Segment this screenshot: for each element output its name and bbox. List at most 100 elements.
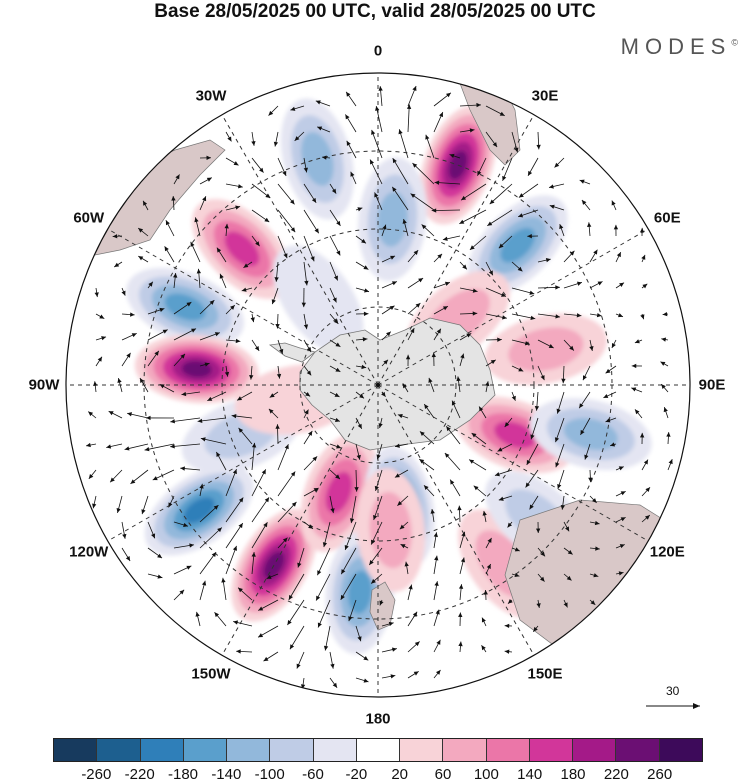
wind-vector-head <box>487 537 492 543</box>
wind-vector-head <box>296 663 301 669</box>
wind-vector-head <box>661 384 666 389</box>
wind-vector-head <box>489 199 495 205</box>
wind-vector-head <box>533 626 538 632</box>
wind-vector-head <box>660 361 666 366</box>
wind-vector-head <box>482 510 487 516</box>
wind-vector-head <box>611 200 616 206</box>
colorbar-segment <box>54 739 98 761</box>
wind-vector <box>289 625 305 650</box>
polar-map <box>65 72 691 698</box>
wind-vector-head <box>289 644 295 650</box>
wind-vector-head <box>641 254 646 260</box>
wind-vector-head <box>517 266 523 272</box>
wind-vector-head <box>479 406 484 412</box>
wind-vector-head <box>238 523 243 529</box>
wind-vector-head <box>284 444 289 450</box>
wind-vector-head <box>258 633 264 638</box>
wind-vector-head <box>581 200 587 205</box>
wind-vector-head <box>151 533 156 539</box>
wind-vector-head <box>238 587 243 593</box>
wind-vector-head <box>514 572 520 578</box>
wind-vector-head <box>382 224 387 230</box>
wind-vector-head <box>237 184 243 189</box>
wind-vector-head <box>391 281 397 286</box>
wind-vector-head <box>370 159 375 165</box>
wind-vector-head <box>93 381 98 387</box>
wind-vector-head <box>162 329 168 334</box>
wind-vector-head <box>275 424 280 429</box>
wind-vector-head <box>554 437 560 443</box>
wind-vector-head <box>410 193 416 198</box>
wind-vector-head <box>400 544 406 549</box>
wind-vector-head <box>458 641 463 647</box>
wind-vector-head <box>511 395 516 401</box>
wind-vector-head <box>618 571 624 576</box>
wind-vector-head <box>395 443 400 448</box>
wind-vector-head <box>356 454 361 460</box>
wind-vector-head <box>243 263 249 268</box>
wind-vectors <box>85 85 673 690</box>
wind-vector-head <box>265 193 271 198</box>
wind-vector-head <box>536 144 541 150</box>
wind-vector-head <box>159 384 165 389</box>
wind-vector-head <box>308 524 314 529</box>
wind-vector-head <box>251 552 256 557</box>
wind-vector-head <box>333 319 339 324</box>
wind-vector-head <box>197 418 203 424</box>
wind-vector-head <box>399 524 405 530</box>
wind-vector-head <box>390 674 396 679</box>
reference-vector: 30 <box>640 684 710 714</box>
wind-vector-head <box>569 345 574 351</box>
wind-vector-head <box>361 238 367 244</box>
wind-vector-head <box>191 328 197 333</box>
wind-vector-head <box>462 264 467 270</box>
lon-label-120e: 120E <box>649 543 685 561</box>
wind-vector-head <box>518 367 524 372</box>
wind-vector-head <box>139 378 145 383</box>
colorbar <box>53 738 703 762</box>
wind-vector-head <box>423 485 429 491</box>
wind-vector-head <box>138 228 144 233</box>
wind-vector-head <box>618 466 624 471</box>
colorbar-segment <box>486 739 530 761</box>
wind-vector-head <box>341 569 346 575</box>
wind-vector-head <box>363 656 369 661</box>
wind-vector-head <box>390 255 396 260</box>
wind-vector-head <box>394 473 400 478</box>
wind-vector <box>487 209 513 227</box>
wind-vector-head <box>336 444 342 449</box>
wind-vector-head <box>202 196 207 202</box>
wind-vector-head <box>311 197 317 203</box>
wind-vector-head <box>442 236 448 241</box>
wind-vector-head <box>335 342 341 347</box>
wind-vector-head <box>165 220 170 226</box>
wind-vector-head <box>179 589 185 595</box>
wind-vector-head <box>559 224 564 230</box>
wind-vector-head <box>114 262 120 267</box>
wind-vector-head <box>535 528 541 534</box>
wind-vector-head <box>362 337 368 342</box>
wind-vector-head <box>146 415 151 421</box>
wind-vector <box>277 209 296 233</box>
wind-vector-head <box>364 288 370 293</box>
wind-vector-head <box>268 110 274 116</box>
wind-vector-head <box>207 396 213 401</box>
wind-vector <box>340 573 357 601</box>
wind-vector-head <box>148 281 153 287</box>
anomaly-contour <box>325 471 353 514</box>
wind-vector-head <box>661 337 667 342</box>
wind-vector-head <box>497 447 503 452</box>
wind-vector-head <box>662 311 668 317</box>
wind-vector-head <box>490 359 496 365</box>
wind-vector-head <box>297 562 302 568</box>
colorbar-segment <box>227 739 271 761</box>
brand-logo: MODES© <box>621 34 738 60</box>
wind-vector-head <box>130 479 136 484</box>
wind-vector <box>277 471 296 497</box>
wind-vector-head <box>214 612 220 618</box>
wind-vector-head <box>386 331 391 337</box>
wind-vector-head <box>335 474 340 480</box>
wind-vector-head <box>381 391 386 397</box>
wind-vector <box>460 183 487 201</box>
wind-vector <box>144 443 175 451</box>
